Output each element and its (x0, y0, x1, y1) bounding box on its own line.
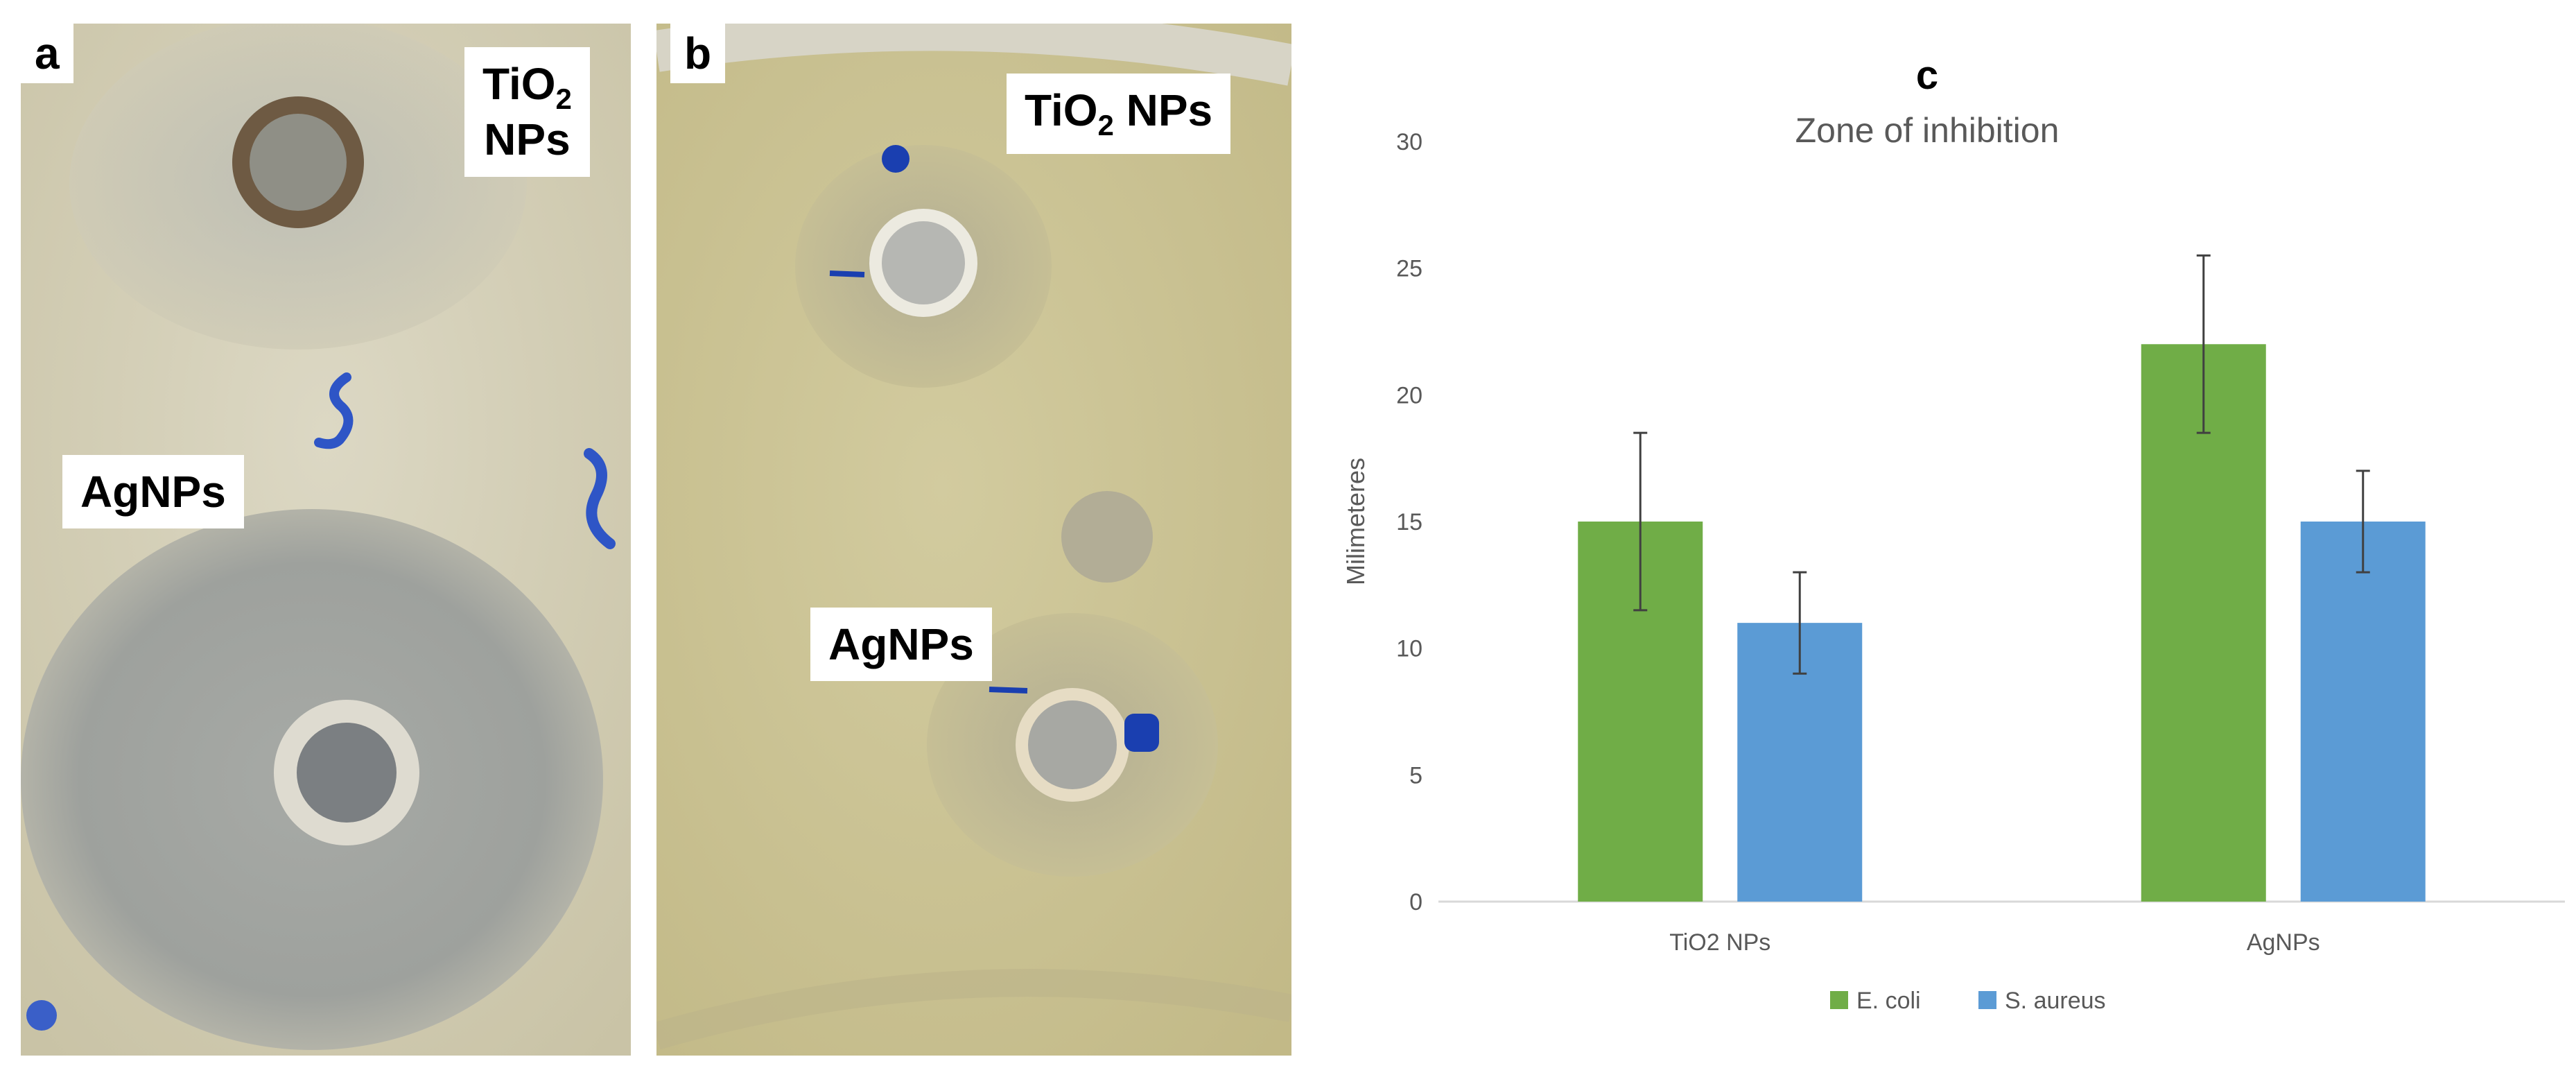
panel-letter-c: c (1916, 53, 1938, 98)
legend-swatch (1830, 991, 1848, 1009)
x-axis-ticks: TiO2 NPs AgNPs (1669, 929, 2320, 956)
bar-ecoli-1 (2141, 344, 2266, 902)
x-tick-label: TiO2 NPs (1669, 929, 1770, 956)
bar-chart: c Zone of inhibition Milimeteres 0 5 10 15 2… (1341, 53, 2565, 1014)
marker-dot-2 (1124, 714, 1159, 752)
y-tick-label: 5 (1409, 762, 1422, 789)
marker-stroke-edge (584, 448, 616, 549)
control-disc (1061, 491, 1153, 583)
label-tio2-b-nps: NPs (1113, 85, 1213, 135)
marker-line-2 (989, 687, 1028, 694)
well-bottom (1028, 700, 1117, 789)
well-top (250, 114, 347, 211)
photo-panel-b: b TiO2 NPs AgNPs (656, 24, 1291, 1056)
label-agnps-a: AgNPs (62, 455, 244, 529)
marker-dot-1 (882, 145, 910, 173)
y-tick-label: 0 (1409, 889, 1422, 915)
y-tick-label: 20 (1396, 382, 1422, 408)
well-bottom (297, 723, 397, 823)
label-tio2-b: TiO2 NPs (1007, 74, 1231, 155)
marker-dot (26, 1000, 57, 1031)
y-tick-label: 15 (1396, 509, 1422, 535)
legend-label: S. aureus (2005, 988, 2106, 1014)
panel-letter-b: b (670, 24, 726, 84)
y-tick-label: 10 (1396, 636, 1422, 662)
photo-panel-a: a TiO2 NPs AgNPs (21, 24, 631, 1056)
bars (1578, 344, 2426, 902)
label-tio2-b-text: TiO (1025, 85, 1098, 135)
legend-swatch (1978, 991, 1996, 1009)
label-tio2-a-text: TiO (482, 59, 556, 109)
well-top (882, 221, 965, 304)
chart-panel-c: c Zone of inhibition Milimeteres 0 5 10 15 2… (1317, 0, 2576, 1081)
label-tio2-b-sub: 2 (1097, 109, 1114, 141)
plate-rim-bottom (656, 969, 1291, 1050)
legend: E. coli S. aureus (1830, 988, 2106, 1014)
y-tick-label: 25 (1396, 256, 1422, 282)
label-tio2-a: TiO2 NPs (464, 47, 590, 177)
bar-saureus-1 (2300, 522, 2426, 902)
marker-stroke (314, 372, 354, 449)
error-bars (1633, 254, 2370, 675)
chart-title: Zone of inhibition (1795, 111, 2060, 150)
legend-label: E. coli (1856, 988, 1921, 1014)
label-agnps-b: AgNPs (810, 608, 992, 682)
marker-line-1 (829, 270, 865, 277)
y-tick-label: 30 (1396, 129, 1422, 155)
panel-letter-a: a (21, 24, 73, 84)
plate-photo-a (21, 24, 631, 1056)
label-tio2-a-sub: 2 (555, 83, 572, 115)
y-axis-ticks: 0 5 10 15 20 25 30 (1396, 129, 1422, 915)
plate-rim-top (656, 24, 1291, 86)
label-tio2-a-nps: NPs (484, 114, 571, 165)
y-axis-label: Milimeteres (1341, 458, 1370, 585)
plate-photo-b (656, 24, 1291, 1056)
x-tick-label: AgNPs (2247, 929, 2320, 956)
